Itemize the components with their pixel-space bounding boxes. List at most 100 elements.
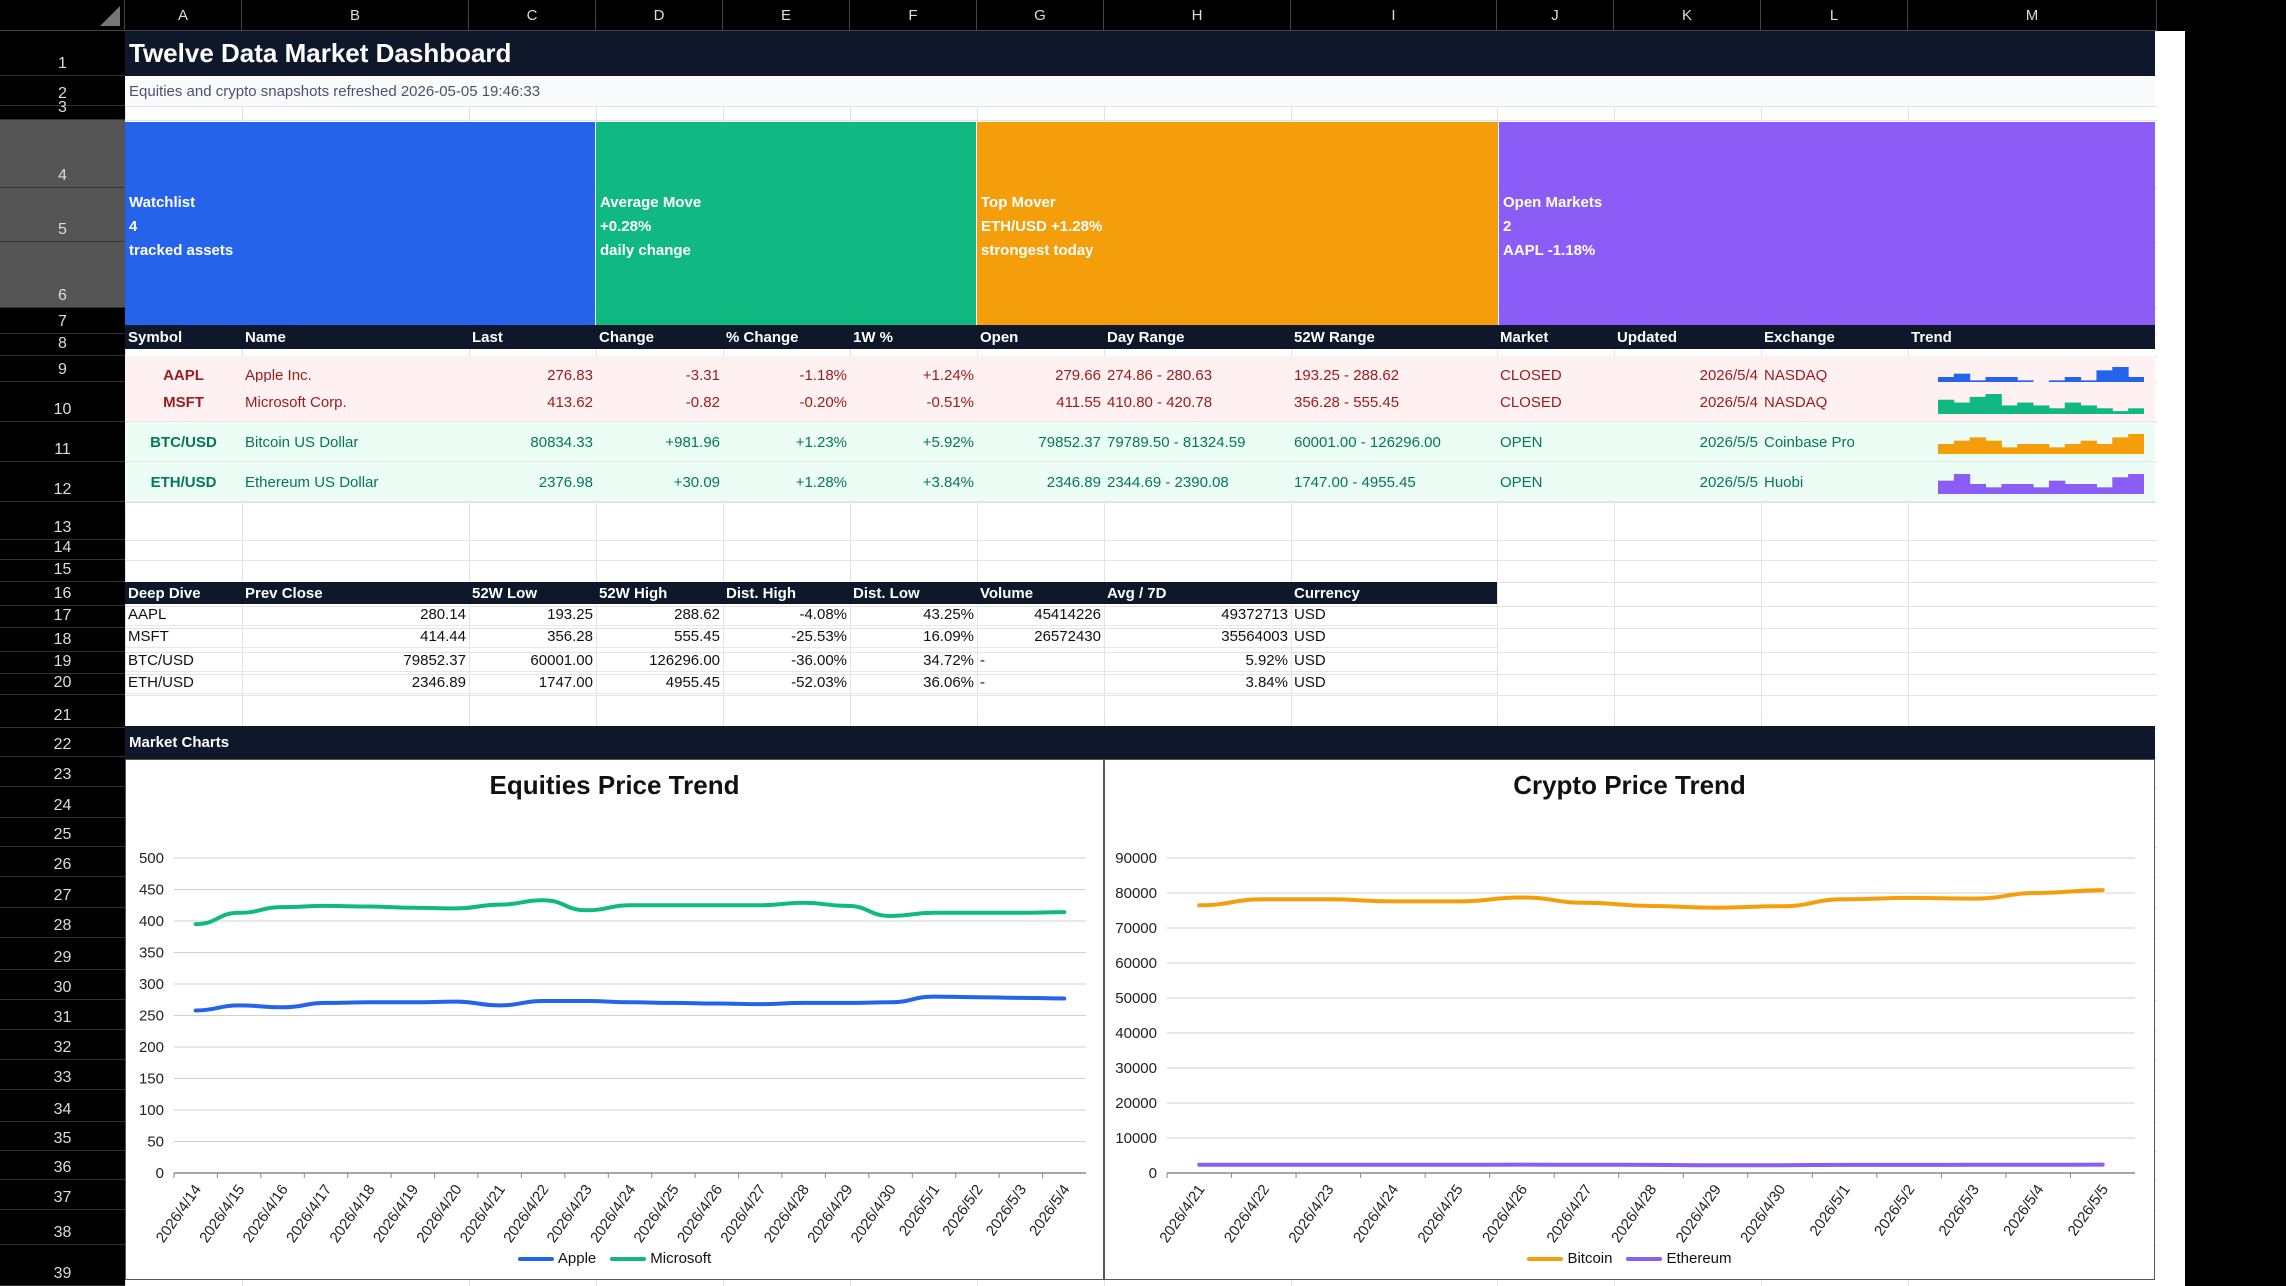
column-header[interactable]: L bbox=[1761, 0, 1908, 31]
deep-dive-cell[interactable]: 2346.89 bbox=[242, 672, 469, 694]
column-header[interactable]: H bbox=[1104, 0, 1291, 31]
cell-last[interactable]: 276.83 bbox=[547, 366, 593, 384]
cell-pct[interactable]: +1.23% bbox=[795, 433, 847, 451]
cell-w52[interactable]: 193.25 - 288.62 bbox=[1294, 366, 1400, 384]
cell-exchange[interactable]: Coinbase Pro bbox=[1764, 433, 1855, 451]
row-header[interactable]: 37 bbox=[0, 1180, 125, 1210]
cell-updated[interactable]: 2026/5/5 bbox=[1699, 473, 1758, 491]
cell-name[interactable]: Ethereum US Dollar bbox=[245, 473, 379, 491]
deep-dive-cell[interactable]: -25.53% bbox=[723, 626, 850, 648]
cell-open[interactable]: 279.66 bbox=[1055, 366, 1101, 384]
cell-day[interactable]: 274.86 - 280.63 bbox=[1107, 366, 1213, 384]
cell-w52[interactable]: 356.28 - 555.45 bbox=[1294, 393, 1400, 411]
row-header[interactable]: 15 bbox=[0, 560, 125, 582]
deep-dive-cell[interactable]: 414.44 bbox=[242, 626, 469, 648]
column-header[interactable]: C bbox=[469, 0, 596, 31]
row-header[interactable]: 35 bbox=[0, 1122, 125, 1151]
row-header[interactable]: 20 bbox=[0, 674, 125, 695]
table-row[interactable] bbox=[125, 382, 2155, 422]
row-header[interactable]: 9 bbox=[0, 356, 125, 382]
row-header[interactable]: 14 bbox=[0, 539, 125, 560]
row-header[interactable]: 27 bbox=[0, 877, 125, 908]
deep-dive-cell[interactable]: -36.00% bbox=[723, 650, 850, 672]
row-header[interactable]: 19 bbox=[0, 652, 125, 674]
cell-w1[interactable]: -0.51% bbox=[926, 393, 974, 411]
deep-dive-cell[interactable]: - bbox=[977, 650, 1104, 672]
deep-dive-cell[interactable]: 43.25% bbox=[850, 604, 977, 626]
deep-dive-cell[interactable]: 3.84% bbox=[1104, 672, 1291, 694]
cell-market[interactable]: OPEN bbox=[1500, 433, 1543, 451]
row-header[interactable]: 36 bbox=[0, 1151, 125, 1180]
column-header[interactable]: B bbox=[242, 0, 469, 31]
column-header[interactable]: E bbox=[723, 0, 850, 31]
deep-dive-cell[interactable]: 79852.37 bbox=[242, 650, 469, 672]
cell-w1[interactable]: +1.24% bbox=[922, 366, 974, 384]
row-header[interactable]: 26 bbox=[0, 847, 125, 877]
deep-dive-cell[interactable]: - bbox=[977, 672, 1104, 694]
deep-dive-cell[interactable]: 193.25 bbox=[469, 604, 596, 626]
cell-pct[interactable]: +1.28% bbox=[795, 473, 847, 491]
row-header[interactable]: 16 bbox=[0, 582, 125, 606]
deep-dive-cell[interactable]: -52.03% bbox=[723, 672, 850, 694]
deep-dive-cell[interactable]: -4.08% bbox=[723, 604, 850, 626]
cell-change[interactable]: +981.96 bbox=[665, 433, 720, 451]
row-header[interactable]: 24 bbox=[0, 787, 125, 818]
cell-w1[interactable]: +5.92% bbox=[922, 433, 974, 451]
deep-dive-cell[interactable]: 1747.00 bbox=[469, 672, 596, 694]
deep-dive-cell[interactable]: 26572430 bbox=[977, 626, 1104, 648]
row-header[interactable]: 1 bbox=[0, 31, 125, 76]
deep-dive-cell[interactable]: 555.45 bbox=[596, 626, 723, 648]
cell-updated[interactable]: 2026/5/4 bbox=[1699, 393, 1758, 411]
row-header[interactable]: 5 bbox=[0, 188, 125, 242]
cell-grid[interactable]: Twelve Data Market Dashboard Equities an… bbox=[125, 31, 2157, 1286]
row-header[interactable]: 12 bbox=[0, 462, 125, 502]
cell-last[interactable]: 80834.33 bbox=[530, 433, 593, 451]
row-header[interactable]: 30 bbox=[0, 970, 125, 1000]
cell-symbol[interactable]: BTC/USD bbox=[150, 433, 217, 451]
deep-dive-cell[interactable]: 49372713 bbox=[1104, 604, 1291, 626]
row-header[interactable]: 31 bbox=[0, 1000, 125, 1030]
row-header[interactable]: 2 bbox=[0, 76, 125, 106]
deep-dive-cell[interactable]: 35564003 bbox=[1104, 626, 1291, 648]
column-header[interactable]: F bbox=[850, 0, 977, 31]
column-header[interactable]: A bbox=[125, 0, 242, 31]
row-header[interactable]: 28 bbox=[0, 908, 125, 938]
row-header[interactable]: 23 bbox=[0, 757, 125, 787]
cell-market[interactable]: CLOSED bbox=[1500, 366, 1562, 384]
equities-chart[interactable]: Equities Price Trend 0 50 100 150 200 250 300 3… bbox=[125, 759, 1104, 1280]
deep-dive-cell[interactable]: 45414226 bbox=[977, 604, 1104, 626]
cell-day[interactable]: 79789.50 - 81324.59 bbox=[1107, 433, 1246, 451]
cell-last[interactable]: 413.62 bbox=[547, 393, 593, 411]
row-header[interactable]: 18 bbox=[0, 628, 125, 652]
row-header[interactable]: 11 bbox=[0, 422, 125, 462]
row-header[interactable]: 6 bbox=[0, 242, 125, 308]
cell-change[interactable]: +30.09 bbox=[673, 473, 720, 491]
row-header[interactable]: 34 bbox=[0, 1090, 125, 1122]
row-header[interactable]: 17 bbox=[0, 606, 125, 628]
deep-dive-cell[interactable]: 36.06% bbox=[850, 672, 977, 694]
deep-dive-symbol[interactable]: MSFT bbox=[125, 626, 242, 648]
cell-updated[interactable]: 2026/5/5 bbox=[1699, 433, 1758, 451]
select-all-corner[interactable] bbox=[0, 0, 125, 31]
row-header[interactable]: 25 bbox=[0, 818, 125, 847]
cell-w52[interactable]: 60001.00 - 126296.00 bbox=[1294, 433, 1441, 451]
deep-dive-cell[interactable]: USD bbox=[1291, 672, 1497, 694]
row-header[interactable]: 3 bbox=[0, 99, 125, 120]
deep-dive-symbol[interactable]: ETH/USD bbox=[125, 672, 242, 694]
row-header[interactable]: 33 bbox=[0, 1060, 125, 1090]
row-header[interactable]: 21 bbox=[0, 695, 125, 728]
deep-dive-symbol[interactable]: BTC/USD bbox=[125, 650, 242, 672]
cell-exchange[interactable]: NASDAQ bbox=[1764, 393, 1828, 411]
column-header[interactable]: K bbox=[1614, 0, 1761, 31]
cell-market[interactable]: OPEN bbox=[1500, 473, 1543, 491]
deep-dive-cell[interactable]: 356.28 bbox=[469, 626, 596, 648]
row-header[interactable]: 4 bbox=[0, 120, 125, 188]
cell-name[interactable]: Apple Inc. bbox=[245, 366, 312, 384]
deep-dive-cell[interactable]: 16.09% bbox=[850, 626, 977, 648]
column-header[interactable]: G bbox=[977, 0, 1104, 31]
cell-symbol[interactable]: ETH/USD bbox=[150, 473, 217, 491]
cell-open[interactable]: 79852.37 bbox=[1038, 433, 1101, 451]
cell-symbol[interactable]: MSFT bbox=[163, 393, 204, 411]
deep-dive-cell[interactable]: 280.14 bbox=[242, 604, 469, 626]
cell-updated[interactable]: 2026/5/4 bbox=[1699, 366, 1758, 384]
